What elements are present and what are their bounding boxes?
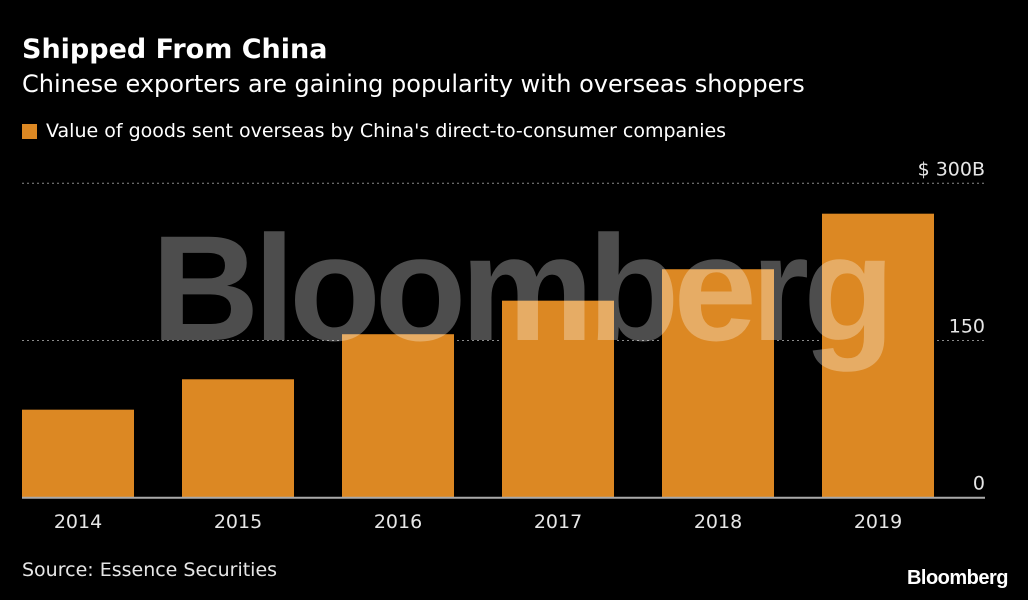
bar-2014 bbox=[22, 409, 134, 498]
bar-2018 bbox=[662, 269, 774, 498]
x-tick-label: 2019 bbox=[854, 511, 902, 533]
x-tick-label: 2016 bbox=[374, 511, 422, 533]
x-tick-label: 2017 bbox=[534, 511, 582, 533]
bloomberg-logo: Bloomberg bbox=[906, 567, 1009, 589]
bar-2016 bbox=[342, 334, 454, 498]
source-note: Source: Essence Securities bbox=[22, 559, 278, 581]
legend: Value of goods sent overseas by China's … bbox=[22, 120, 726, 142]
chart-subtitle: Chinese exporters are gaining popularity… bbox=[22, 70, 805, 98]
y-tick-label: $ 300B bbox=[918, 158, 985, 180]
legend-label: Value of goods sent overseas by China's … bbox=[46, 120, 727, 142]
y-tick-label: 0 bbox=[973, 473, 985, 495]
x-tick-label: 2014 bbox=[54, 511, 102, 533]
bar-2019 bbox=[822, 213, 934, 498]
bar-2015 bbox=[182, 379, 294, 498]
y-tick-label: 150 bbox=[949, 316, 985, 338]
x-tick-label: 2018 bbox=[694, 511, 742, 533]
bloomberg-watermark: Bloomberg bbox=[151, 204, 889, 372]
legend-swatch bbox=[22, 123, 37, 139]
bar-2017 bbox=[502, 300, 614, 498]
chart-title: Shipped From China bbox=[22, 34, 328, 65]
x-tick-label: 2015 bbox=[214, 511, 262, 533]
